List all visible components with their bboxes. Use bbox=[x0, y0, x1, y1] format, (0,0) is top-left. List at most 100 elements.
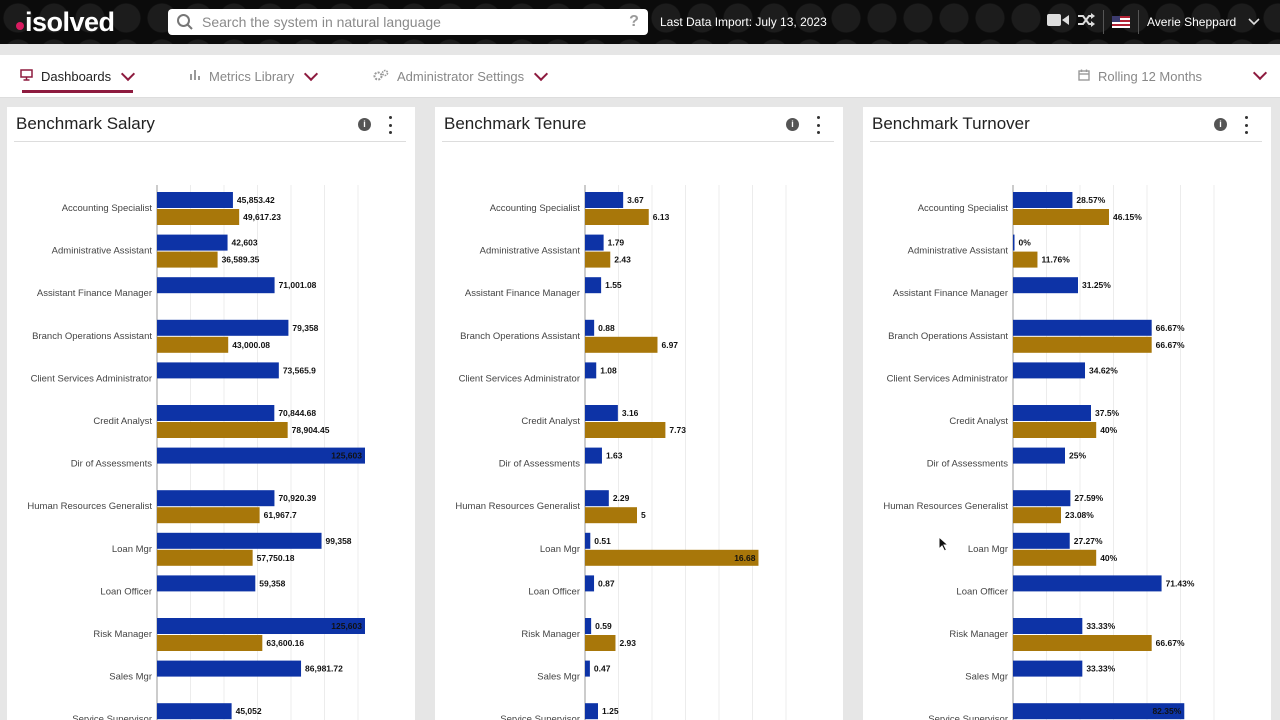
us-flag-icon[interactable] bbox=[1112, 16, 1130, 28]
bar-value-label: 23.08% bbox=[1065, 510, 1094, 520]
bar-value-label: 86,981.72 bbox=[305, 664, 343, 674]
bar-value-label: 34.62% bbox=[1089, 365, 1118, 375]
category-label: Branch Operations Assistant bbox=[32, 331, 152, 342]
bar-value-label: 70,844.68 bbox=[278, 408, 316, 418]
bar-value-label: 31.25% bbox=[1082, 280, 1111, 290]
bar-value-label: 16.68 bbox=[734, 553, 756, 563]
bar-value-label: 6.97 bbox=[661, 340, 678, 350]
divider bbox=[1103, 10, 1104, 34]
bar-series-1 bbox=[157, 660, 302, 677]
category-label: Assistant Finance Manager bbox=[37, 288, 152, 299]
bar-series-1 bbox=[1013, 532, 1070, 549]
bar-value-label: 66.67% bbox=[1156, 323, 1185, 333]
search-input[interactable]: Search the system in natural language bbox=[202, 14, 441, 30]
category-label: Dir of Assessments bbox=[499, 459, 581, 470]
bar-series-2 bbox=[157, 209, 240, 225]
category-label: Accounting Specialist bbox=[490, 203, 581, 214]
period-chevron-down-icon[interactable] bbox=[1252, 65, 1268, 81]
category-label: Risk Manager bbox=[93, 629, 152, 640]
info-icon[interactable]: i bbox=[786, 118, 799, 131]
bar-series-1 bbox=[157, 277, 275, 294]
bar-series-1 bbox=[1013, 319, 1152, 336]
bar-value-label: 25% bbox=[1069, 451, 1086, 461]
category-label: Branch Operations Assistant bbox=[460, 331, 580, 342]
bar-series-2 bbox=[585, 209, 649, 225]
tab-dashboards[interactable]: Dashboards bbox=[0, 55, 155, 97]
bar-series-1 bbox=[1013, 362, 1086, 379]
bar-series-1 bbox=[585, 703, 598, 720]
divider bbox=[1138, 10, 1139, 34]
bar-value-label: 59,358 bbox=[259, 578, 285, 588]
bar-value-label: 1.79 bbox=[608, 238, 625, 248]
period-selector[interactable]: Rolling 12 Months bbox=[1078, 55, 1202, 97]
bar-series-1 bbox=[157, 319, 289, 336]
isolved-logo[interactable]: isolved bbox=[16, 4, 115, 40]
bar-chart-icon bbox=[189, 69, 201, 84]
category-label: Assistant Finance Manager bbox=[893, 288, 1008, 299]
user-menu-chevron-icon[interactable] bbox=[1248, 13, 1260, 31]
bar-value-label: 66.67% bbox=[1156, 638, 1185, 648]
bar-series-1 bbox=[585, 362, 597, 379]
help-icon[interactable]: ? bbox=[629, 13, 639, 30]
info-icon[interactable]: i bbox=[358, 118, 371, 131]
shuffle-icon[interactable] bbox=[1077, 12, 1095, 33]
bar-value-label: 82.35% bbox=[1152, 706, 1181, 716]
bar-series-1 bbox=[585, 575, 595, 592]
bar-value-label: 57,750.18 bbox=[257, 553, 295, 563]
bar-series-1 bbox=[157, 192, 233, 208]
category-label: Sales Mgr bbox=[537, 672, 580, 683]
card-title: Benchmark Tenure bbox=[444, 114, 587, 133]
video-camera-icon[interactable] bbox=[1047, 13, 1069, 32]
more-options-icon[interactable] bbox=[813, 116, 823, 134]
category-label: Loan Mgr bbox=[968, 544, 1008, 555]
category-label: Loan Officer bbox=[956, 586, 1008, 597]
card-title: Benchmark Salary bbox=[16, 114, 155, 133]
user-name[interactable]: Averie Sheppard bbox=[1147, 15, 1237, 29]
category-label: Administrative Assistant bbox=[52, 246, 153, 257]
category-label: Client Services Administrator bbox=[887, 373, 1008, 384]
more-options-icon[interactable] bbox=[385, 116, 395, 134]
period-label: Rolling 12 Months bbox=[1098, 68, 1203, 84]
tab-administrator-settings-label: Administrator Settings bbox=[397, 68, 525, 84]
category-label: Dir of Assessments bbox=[71, 459, 153, 470]
info-icon[interactable]: i bbox=[1214, 118, 1227, 131]
bar-series-2 bbox=[585, 635, 616, 651]
category-label: Sales Mgr bbox=[109, 672, 152, 683]
header-actions: Averie Sheppard bbox=[1047, 9, 1260, 35]
tab-metrics-library[interactable]: Metrics Library bbox=[189, 55, 319, 97]
bar-series-1 bbox=[157, 362, 279, 379]
bar-series-2 bbox=[157, 507, 260, 524]
category-label: Human Resources Generalist bbox=[455, 501, 580, 512]
more-options-icon[interactable] bbox=[1241, 116, 1251, 134]
bar-series-1 bbox=[1013, 575, 1162, 592]
bar-value-label: 99,358 bbox=[326, 536, 352, 546]
bar-value-label: 42,603 bbox=[232, 238, 258, 248]
bar-value-label: 1.08 bbox=[600, 365, 617, 375]
bar-series-1 bbox=[585, 532, 591, 549]
bar-series-2 bbox=[585, 422, 666, 438]
last-import-text: Last Data Import: July 13, 2023 bbox=[660, 15, 827, 29]
card-divider bbox=[870, 141, 1262, 142]
bar-series-2 bbox=[157, 251, 218, 268]
tab-metrics-library-label: Metrics Library bbox=[209, 68, 295, 84]
bar-series-1 bbox=[1013, 277, 1078, 294]
bar-series-2 bbox=[1013, 422, 1097, 438]
bar-value-label: 5 bbox=[641, 510, 646, 520]
bar-series-1 bbox=[1013, 618, 1083, 634]
bar-value-label: 40% bbox=[1100, 553, 1117, 563]
tab-administrator-settings[interactable]: Administrator Settings bbox=[373, 55, 549, 97]
card-divider bbox=[14, 141, 406, 142]
bar-series-1 bbox=[585, 405, 618, 421]
bar-value-label: 37.5% bbox=[1095, 408, 1120, 418]
bar-value-label: 0.88 bbox=[598, 323, 615, 333]
search-bar[interactable]: Search the system in natural language ? bbox=[168, 9, 648, 35]
bar-value-label: 2.93 bbox=[619, 638, 636, 648]
bar-value-label: 0.51 bbox=[594, 536, 611, 546]
bar-series-2 bbox=[1013, 635, 1152, 651]
card-title: Benchmark Turnover bbox=[872, 114, 1030, 133]
bar-value-label: 11.76% bbox=[1041, 255, 1070, 265]
bar-value-label: 2.29 bbox=[613, 493, 630, 503]
category-label: Service Supervisor bbox=[928, 714, 1008, 720]
secondary-nav: Dashboards Metrics Library Administrator… bbox=[0, 55, 1280, 98]
category-label: Risk Manager bbox=[949, 629, 1008, 640]
